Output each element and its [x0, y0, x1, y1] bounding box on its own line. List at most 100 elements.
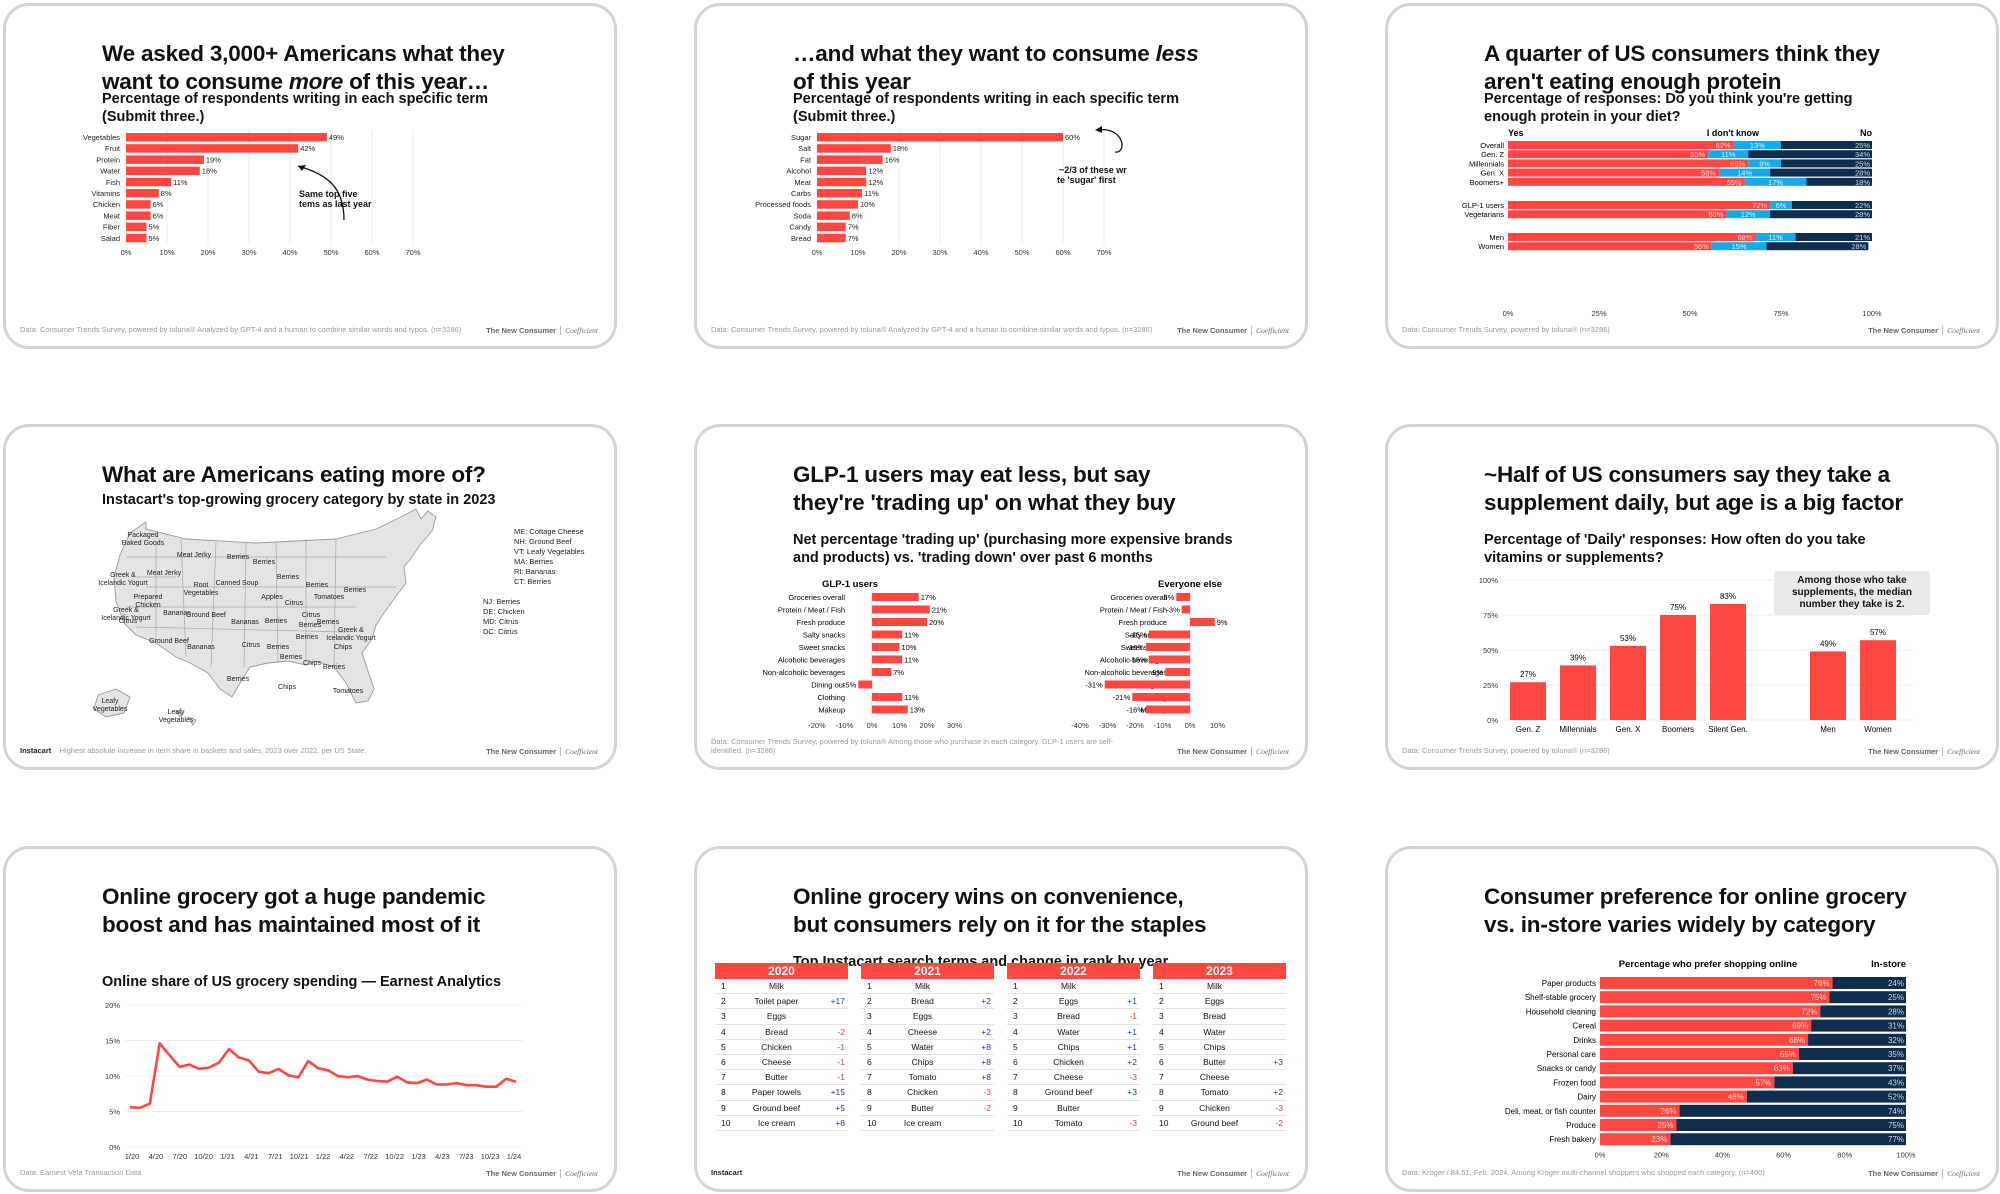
state-label: Bananas: [163, 610, 191, 617]
brand-mark: The New Consumer Coefficient: [1868, 747, 1980, 756]
x-tick-label: 60%: [1776, 1150, 1791, 1159]
rank-change-cell: [966, 1009, 994, 1023]
bar: [1146, 643, 1190, 651]
category-label: Snacks or candy: [1537, 1064, 1596, 1073]
data-label: 48%: [1728, 1093, 1744, 1102]
bar: [817, 189, 863, 198]
state-border: [180, 538, 187, 658]
data-label: 6%: [153, 211, 164, 220]
bar: [126, 155, 204, 164]
category-label: Frozen food: [1553, 1078, 1596, 1087]
x-tick-label: Gen. Z: [1516, 725, 1541, 734]
category-label: Dairy: [1577, 1093, 1596, 1102]
rank-cell: 6: [867, 1056, 872, 1067]
chart-title: ~Half of US consumers say they take a su…: [1484, 462, 1903, 515]
state-label: Berries: [265, 618, 288, 625]
bar-segment-online: [1600, 991, 1830, 1004]
rank-change-cell: +2: [981, 1026, 991, 1037]
bar-chart-consume-more: 0% 10% 20% 30% 40% 50% 60% 70% Vegetables 49% Frui…: [83, 130, 421, 257]
alaska-shape: [93, 688, 131, 718]
bar-segment: [1766, 242, 1869, 251]
term-cell: Chicken: [761, 1041, 792, 1052]
category-label: Sweet snacks: [1121, 643, 1168, 652]
data-label: 57%: [1870, 628, 1886, 637]
x-tick-label: 60%: [1055, 248, 1070, 257]
x-tick-label: 7/23: [459, 1152, 474, 1161]
rank-change-cell: +1: [1127, 1026, 1137, 1037]
bar-segment: [1508, 210, 1727, 219]
state-label: Chips: [334, 644, 352, 651]
category-label: Fiber: [103, 223, 121, 232]
x-tick-label: 1/20: [125, 1152, 140, 1161]
rank-change-cell: +3: [1273, 1056, 1283, 1067]
term-cell: Ice cream: [757, 1117, 796, 1128]
series-line: [129, 1042, 517, 1110]
state-label: Meat Jerky: [177, 552, 212, 559]
chart-title: We asked 3,000+ Americans what they want …: [102, 41, 505, 94]
table-row: 3 Eggs: [715, 1009, 848, 1025]
table-row: 1 Milk: [861, 979, 994, 995]
chart-title: …and what they want to consume less of th…: [793, 41, 1199, 94]
bar-segment-online: [1600, 1062, 1793, 1075]
annotation-text: Same top five tems as last year: [299, 189, 372, 209]
bar-segment: [1748, 159, 1781, 168]
rank-change-cell: [1258, 1009, 1286, 1023]
state-label: Packaged Baked Goods: [122, 532, 165, 547]
bar-segment-instore: [1746, 1090, 1906, 1103]
chart-footer: Data: Consumer Trends Survey, powered by…: [711, 325, 1153, 334]
bar: [872, 655, 903, 664]
rank-table-2020: 2020 1 Milk 2 Toilet paper +17 3 Eggs 4 Bread -2 5 C…: [715, 963, 848, 1131]
x-tick-label: 20%: [200, 248, 215, 257]
data-label: 49%: [329, 133, 344, 142]
category-label: Drinks: [1573, 1036, 1596, 1045]
x-tick-label: 60%: [364, 248, 379, 257]
rank-cell: 7: [1013, 1072, 1018, 1083]
chart-title: Online grocery got a huge pandemic boost…: [102, 884, 486, 937]
bar: [1132, 693, 1190, 701]
us-state-map: Packaged Baked Goods Meat Jerky Berries Berr…: [93, 508, 437, 726]
x-tick-label: -10%: [836, 721, 854, 730]
x-tick-label: 10%: [159, 248, 174, 257]
legend-no: No: [1860, 128, 1872, 138]
brand-mark: The New Consumer Coefficient: [486, 747, 598, 756]
category-label: Alcoholic beverages: [1100, 656, 1167, 665]
map-legend-northeast: ME: Cottage Cheese NH: Ground Beef VT: Lea…: [514, 527, 584, 587]
term-cell: Chips: [911, 1056, 934, 1067]
state-label: Berries: [299, 622, 322, 629]
table-row: 10 Ground beef -2: [1153, 1116, 1286, 1131]
rank-cell: 9: [867, 1102, 872, 1113]
y-tick-label: 0%: [1487, 716, 1498, 725]
chart-title: A quarter of US consumers think they are…: [1484, 41, 1880, 94]
bar-segment: [1508, 242, 1712, 251]
category-label: Dining out: [811, 681, 846, 690]
data-label: 74%: [1888, 1107, 1904, 1116]
data-label: 49%: [1820, 639, 1836, 648]
table-row: 4 Water +1: [1007, 1025, 1140, 1040]
term-cell: Water: [1203, 1026, 1226, 1037]
category-label: Fresh produce: [1119, 618, 1167, 627]
y-tick-label: 10%: [105, 1072, 120, 1081]
category-label: Fresh bakery: [1549, 1135, 1596, 1144]
state-label: Canned Soup: [216, 580, 259, 587]
rank-change-cell: -1: [837, 1056, 845, 1067]
x-tick-label: 70%: [1096, 248, 1111, 257]
x-tick-label: 1/23: [411, 1152, 426, 1161]
state-border: [135, 626, 347, 633]
state-border: [333, 538, 337, 668]
rank-table-2021: 2021 1 Milk 2 Bread +2 3 Eggs 4 Cheese +2 5 Water +8 6…: [861, 963, 994, 1131]
y-tick-label: 20%: [105, 1001, 120, 1010]
rank-cell: 8: [867, 1087, 872, 1098]
state-label: Tomatoes: [314, 594, 345, 601]
bar: [817, 155, 883, 164]
category-label: Soda: [793, 211, 811, 220]
panel-title: GLP-1 users: [822, 579, 878, 590]
chart-card-state-map: What are Americans eating more of? Insta…: [3, 424, 617, 770]
term-cell: Butter: [1203, 1056, 1226, 1067]
rank-change-cell: +2: [981, 996, 991, 1007]
bar: [1176, 593, 1190, 601]
bar-segment-online: [1600, 977, 1833, 989]
category-label: Protein / Meat / Fish: [778, 606, 845, 615]
data-label: 25%: [1888, 993, 1904, 1002]
data-label: 62%: [1716, 141, 1731, 150]
category-label: Shelf-stable grocery: [1525, 993, 1596, 1002]
